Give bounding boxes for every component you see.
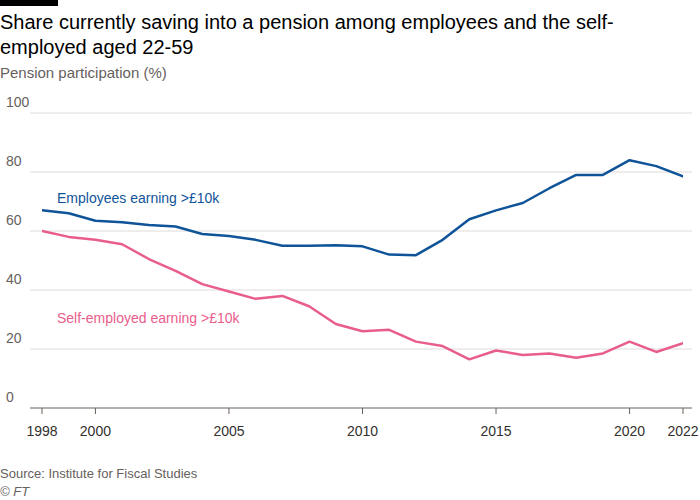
x-tick-label: 1998 [26, 423, 57, 439]
grid-line [30, 349, 692, 350]
grid-line [30, 113, 692, 114]
x-tick [228, 408, 229, 414]
x-tick-label: 2015 [480, 423, 511, 439]
plot: 0 20 40 60 80 100 1998 2000 2005 2010 2015 2020 2022… [0, 0, 700, 500]
series-group [42, 160, 683, 359]
chart-root: Share currently saving into a pension am… [0, 0, 700, 500]
x-tick-label: 2022 [667, 423, 698, 439]
y-tick-label: 100 [6, 94, 30, 110]
grid-line [30, 290, 692, 291]
y-tick-label: 0 [6, 389, 14, 405]
y-tick-label: 60 [6, 212, 22, 228]
x-tick [683, 408, 684, 414]
y-tick-label: 80 [6, 153, 22, 169]
x-tick [95, 408, 96, 414]
x-tick [42, 408, 43, 414]
credit: © FT [0, 484, 29, 499]
x-tick [362, 408, 363, 414]
baseline [30, 408, 692, 409]
y-tick-label: 20 [6, 330, 22, 346]
x-tick-label: 2005 [213, 423, 244, 439]
x-tick-label: 2000 [80, 423, 111, 439]
x-tick-label: 2010 [347, 423, 378, 439]
series-line [42, 160, 683, 255]
grid-line [30, 172, 692, 173]
series-label: Self-employed earning >£10k [57, 310, 241, 326]
brand-bar [0, 0, 58, 6]
grid-line [30, 231, 692, 232]
y-tick-label: 40 [6, 271, 22, 287]
source: Source: Institute for Fiscal Studies [0, 466, 197, 481]
series-label: Employees earning >£10k [57, 190, 220, 206]
subtitle: Pension participation (%) [0, 64, 167, 81]
x-tick [629, 408, 630, 414]
series-line [42, 231, 683, 359]
x-tick-label: 2020 [614, 423, 645, 439]
title: Share currently saving into a pension am… [0, 10, 690, 60]
x-tick [496, 408, 497, 414]
